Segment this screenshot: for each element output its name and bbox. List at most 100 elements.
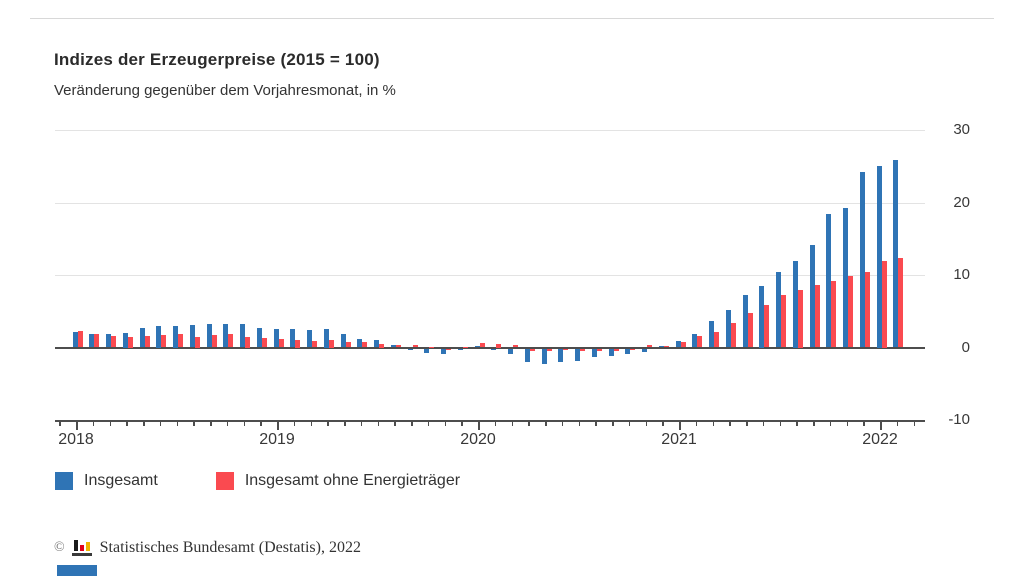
bar-ohne-energietraeger-2020-05: [546, 348, 552, 352]
y-axis-label-30: 30: [953, 121, 970, 138]
bar-insgesamt-2021-07: [776, 272, 781, 348]
x-axis-minor-tick: [59, 421, 61, 426]
x-axis-minor-tick: [461, 421, 463, 426]
bar-insgesamt-2019-01: [273, 328, 279, 348]
bar-ohne-energietraeger-2018-11: [245, 336, 250, 348]
bar-ohne-energietraeger-2019-06: [362, 342, 368, 348]
bar-ohne-energietraeger-2020-08: [596, 348, 602, 352]
x-axis-minor-tick: [344, 421, 346, 426]
bar-ohne-energietraeger-2019-11: [446, 348, 451, 350]
bar-ohne-energietraeger-2021-06: [764, 304, 770, 348]
bar-insgesamt-2018-12: [256, 327, 262, 348]
bar-ohne-energietraeger-2018-09: [211, 335, 217, 348]
bar-ohne-energietraeger-2018-08: [194, 336, 200, 348]
x-axis-year-label-2018: 2018: [58, 431, 94, 448]
bar-ohne-energietraeger-2021-04: [730, 322, 736, 348]
x-axis-minor-tick: [779, 421, 781, 426]
bar-ohne-energietraeger-2020-01: [479, 343, 485, 348]
bar-insgesamt-2020-12: [658, 346, 664, 348]
x-axis-minor-tick: [595, 421, 597, 426]
x-axis-minor-tick: [427, 421, 430, 426]
legend-swatch-icon: [55, 472, 73, 490]
partial-blue-element: [57, 565, 97, 576]
bar-ohne-energietraeger-2019-05: [345, 341, 351, 348]
x-axis-minor-tick: [293, 421, 296, 426]
legend-item-insgesamt[interactable]: Insgesamt: [55, 472, 158, 490]
bar-insgesamt-2021-10: [826, 214, 832, 348]
bar-ohne-energietraeger-2020-03: [513, 345, 518, 348]
bar-insgesamt-2018-04: [122, 333, 128, 348]
bar-insgesamt-2018-08: [189, 325, 195, 348]
bar-insgesamt-2019-04: [323, 329, 329, 348]
bar-ohne-energietraeger-2021-01: [680, 341, 686, 348]
bar-ohne-energietraeger-2021-08: [797, 289, 803, 348]
bar-ohne-energietraeger-2018-12: [261, 338, 267, 348]
x-axis-minor-tick: [377, 421, 379, 426]
bar-insgesamt-2018-11: [240, 323, 245, 348]
bar-ohne-energietraeger-2020-07: [580, 348, 585, 351]
bar-insgesamt-2020-04: [524, 348, 530, 363]
x-axis-major-tick: [76, 421, 78, 430]
x-axis-minor-tick: [578, 421, 580, 426]
bar-insgesamt-2018-05: [139, 327, 145, 348]
y-axis-label-20: 20: [953, 193, 970, 211]
source-note: © Statistisches Bundesamt (Destatis), 20…: [54, 539, 361, 559]
bar-insgesamt-2020-08: [591, 348, 597, 358]
bar-insgesamt-2019-02: [290, 328, 296, 348]
x-axis-minor-tick: [193, 421, 195, 426]
bar-insgesamt-2018-10: [223, 323, 229, 348]
x-axis-year-label-2022: 2022: [862, 431, 898, 448]
bar-insgesamt-2022-01: [876, 166, 882, 348]
x-axis-minor-tick: [109, 421, 111, 426]
bar-ohne-energietraeger-2019-03: [312, 340, 317, 348]
x-axis-minor-tick: [327, 421, 329, 426]
x-axis-year-label-2021: 2021: [661, 431, 697, 448]
bar-ohne-energietraeger-2020-04: [529, 348, 535, 351]
chart-legend: Insgesamt Insgesamt ohne Energieträger: [55, 471, 460, 491]
bar-insgesamt-2022-02: [893, 159, 899, 348]
bar-ohne-energietraeger-2019-02: [295, 340, 301, 348]
x-axis-minor-tick: [210, 421, 212, 426]
x-axis-minor-tick: [159, 421, 162, 426]
bar-ohne-energietraeger-2019-10: [429, 346, 435, 348]
y-axis-label-10: 10: [953, 266, 970, 283]
bar-ohne-energietraeger-2021-03: [714, 332, 719, 348]
bar-ohne-energietraeger-2018-01: [77, 330, 83, 348]
bar-ohne-energietraeger-2019-07: [379, 343, 384, 348]
chart-title: Indizes der Erzeugerpreise (2015 = 100): [54, 50, 380, 69]
x-axis-minor-tick: [813, 421, 815, 426]
bar-ohne-energietraeger-2020-02: [496, 343, 502, 348]
bar-insgesamt-2019-11: [441, 348, 446, 354]
x-axis-minor-tick: [260, 421, 262, 426]
x-axis-minor-tick: [394, 421, 396, 426]
x-axis-minor-tick: [528, 421, 530, 426]
y-axis-label-0: 0: [961, 338, 970, 356]
bar-insgesamt-2019-03: [307, 330, 312, 348]
bar-ohne-energietraeger-2020-11: [647, 345, 652, 348]
x-axis-minor-tick: [746, 421, 748, 426]
bar-insgesamt-2021-08: [792, 260, 798, 348]
bar-ohne-energietraeger-2018-03: [111, 335, 116, 348]
x-axis-minor-tick: [545, 421, 547, 426]
x-axis-minor-tick: [645, 421, 647, 426]
chart-subtitle: Veränderung gegenüber dem Vorjahresmonat…: [54, 82, 396, 99]
gridline-30: [55, 130, 925, 131]
x-axis-minor-tick: [411, 421, 413, 426]
gridline-10: [55, 275, 925, 276]
x-axis-minor-tick: [662, 421, 664, 426]
x-axis-minor-tick: [628, 421, 631, 426]
legend-item-ohne-energietraeger[interactable]: Insgesamt ohne Energieträger: [215, 472, 460, 490]
bar-insgesamt-2019-08: [390, 345, 396, 348]
bar-insgesamt-2018-06: [156, 325, 162, 348]
x-axis-minor-tick: [444, 421, 446, 426]
bar-insgesamt-2020-06: [558, 348, 564, 362]
bar-insgesamt-2021-05: [742, 295, 748, 348]
legend-label: Insgesamt: [84, 472, 158, 489]
x-axis-minor-tick: [310, 421, 312, 426]
x-axis-minor-tick: [896, 421, 899, 426]
bar-insgesamt-2020-07: [575, 348, 580, 361]
x-axis-minor-tick: [176, 421, 178, 426]
x-axis-minor-tick: [762, 421, 765, 426]
destatis-logo-icon: [71, 539, 93, 557]
